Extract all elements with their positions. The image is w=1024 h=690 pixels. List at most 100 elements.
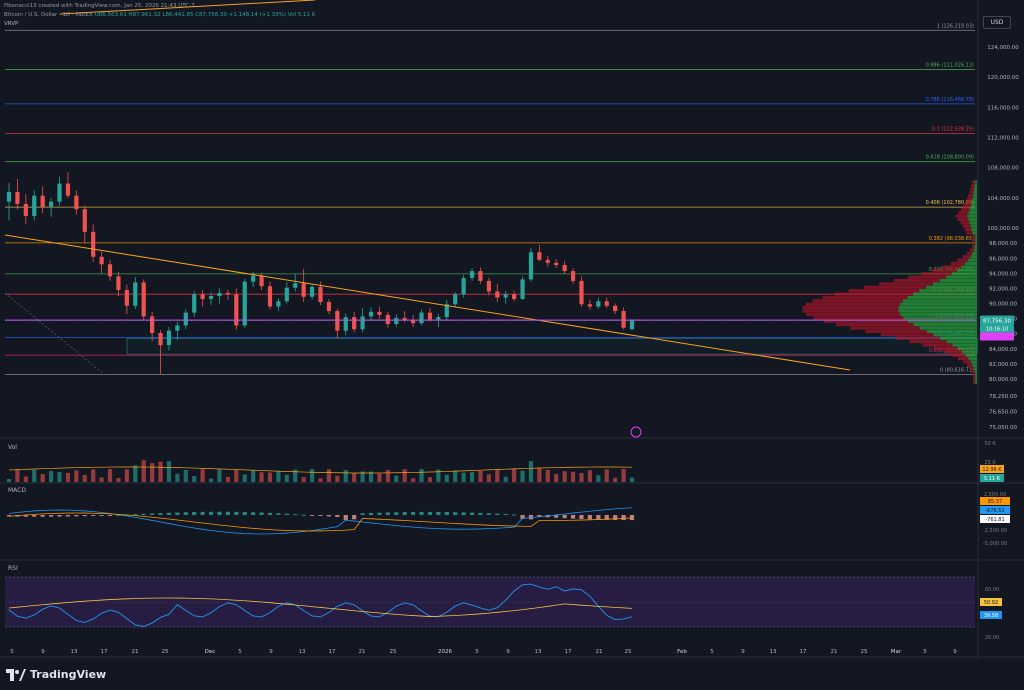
- rsi-value-tag: [980, 611, 1002, 619]
- tradingview-name: TradingView: [30, 668, 107, 681]
- time-axis-label: 17: [565, 649, 572, 655]
- price-axis-label: 120,000.00: [987, 75, 1019, 81]
- candle-body: [335, 311, 340, 331]
- vrvp-bar-up: [913, 323, 977, 327]
- macd-histogram-bar: [343, 515, 348, 520]
- price-axis-label: 78,250.00: [989, 394, 1017, 400]
- vrvp-bar-down: [972, 244, 975, 249]
- price-axis-label: 124,000.00: [987, 45, 1019, 51]
- vrvp-bar-down: [921, 272, 952, 276]
- fib-label: 0.886 (121,026.13): [926, 62, 974, 68]
- vrvp-bar-up: [926, 285, 977, 289]
- macd-histogram-bar: [335, 515, 340, 517]
- vrvp-bar-down: [865, 329, 927, 334]
- macd-value-text: -761.81: [985, 517, 1004, 523]
- currency-button[interactable]: USD: [983, 16, 1011, 29]
- fib-label: 1 (126,219.03): [937, 23, 974, 29]
- time-axis-label: 13: [71, 649, 78, 655]
- volume-bar: [15, 469, 20, 482]
- vrvp-bar-up: [946, 340, 977, 344]
- pivot-price-tag: [980, 332, 1014, 341]
- macd-value-text: -676.52: [985, 508, 1004, 514]
- macd-histogram-bar: [183, 512, 188, 515]
- candle-body: [402, 317, 407, 321]
- volume-bar: [23, 476, 28, 482]
- macd-histogram-bar: [192, 512, 197, 515]
- candle-body: [604, 301, 609, 306]
- event-marker-icon[interactable]: [630, 426, 642, 438]
- candle-body: [99, 256, 104, 265]
- candle-body: [158, 332, 163, 346]
- time-axis-label: 17: [101, 649, 108, 655]
- macd-signal-line: [8, 512, 633, 532]
- vrvp-bar-down: [823, 319, 909, 323]
- volume-bar: [537, 468, 542, 482]
- macd-histogram-bar: [57, 515, 62, 517]
- candle-body: [562, 265, 567, 272]
- volume-bar: [554, 473, 559, 482]
- symbol-title[interactable]: Bitcoin / U.S. Dollar · 1D · INDEX O86,5…: [4, 12, 315, 18]
- vrvp-bar-down: [894, 278, 940, 283]
- macd-histogram-bar: [267, 512, 273, 515]
- volume-pane-label[interactable]: Vol: [8, 444, 17, 451]
- vrvp-bar-up: [898, 309, 977, 313]
- descending-trendline: [4, 234, 851, 371]
- volume-bar: [318, 478, 323, 482]
- vrvp-bar-down: [971, 183, 975, 188]
- volume-bar: [32, 469, 37, 482]
- macd-histogram-bar: [402, 512, 407, 515]
- vrvp-label[interactable]: VRVP: [4, 21, 19, 27]
- macd-histogram-bar: [200, 511, 205, 515]
- rsi-axis-label: 20.00: [985, 635, 999, 641]
- candle-body: [32, 195, 37, 217]
- volume-bar: [528, 461, 534, 482]
- vrvp-bar-up: [975, 380, 977, 384]
- last-price-tag[interactable]: [980, 315, 1014, 326]
- vrvp-bar-up: [952, 343, 977, 347]
- vrvp-bar-up: [975, 234, 977, 238]
- candle-body: [478, 271, 483, 281]
- macd-histogram-bar: [166, 512, 172, 515]
- volume-bar: [175, 473, 180, 482]
- rsi-pane-label[interactable]: RSI: [8, 565, 18, 572]
- volume-value-text: 12.96 K: [982, 467, 1002, 473]
- vrvp-bar-down: [962, 255, 971, 259]
- volume-bar: [444, 474, 449, 482]
- vrvp-bar-up: [919, 289, 977, 293]
- macd-histogram-bar: [99, 515, 104, 516]
- tradingview-logo[interactable]: TradingView: [6, 668, 106, 681]
- vrvp-bar-up: [972, 251, 977, 255]
- volume-value-text-2: 5.11 K: [984, 476, 1001, 482]
- candle-body: [621, 311, 626, 328]
- volume-ma-line: [8, 466, 633, 474]
- time-axis-label: 5: [238, 649, 242, 655]
- macd-histogram-bar: [48, 515, 54, 517]
- volume-value-tag-2: [980, 474, 1004, 482]
- macd-histogram-bar: [495, 513, 500, 515]
- macd-pane-label[interactable]: MACD: [8, 487, 26, 494]
- volume-bar: [267, 472, 273, 482]
- candle-body: [570, 271, 576, 281]
- fib-label: 0.7 (112,539.25): [932, 126, 974, 132]
- candle-body: [528, 252, 534, 280]
- macd-histogram-bar: [116, 514, 121, 516]
- macd-histogram-bar: [427, 511, 433, 515]
- vrvp-bar-down: [802, 309, 899, 313]
- candle-body: [486, 280, 491, 292]
- vrvp-bar-down: [963, 204, 971, 208]
- macd-histogram-bar: [629, 515, 635, 521]
- candle-body: [512, 294, 517, 300]
- time-axis-label: 9: [741, 649, 745, 655]
- macd-histogram-bar: [208, 511, 214, 515]
- macd-histogram-bar: [251, 512, 256, 515]
- vrvp-bar-down: [879, 282, 933, 286]
- macd-histogram-bar: [234, 511, 239, 515]
- candle-body: [91, 231, 96, 257]
- fib-label: 0.1 (87,808.44): [935, 313, 974, 319]
- candle-body: [284, 287, 289, 302]
- price-axis-label: 94,000.00: [989, 271, 1017, 277]
- vrvp-bar-down: [863, 285, 927, 289]
- vrvp-bar-down: [922, 343, 953, 347]
- candle-body: [537, 252, 542, 260]
